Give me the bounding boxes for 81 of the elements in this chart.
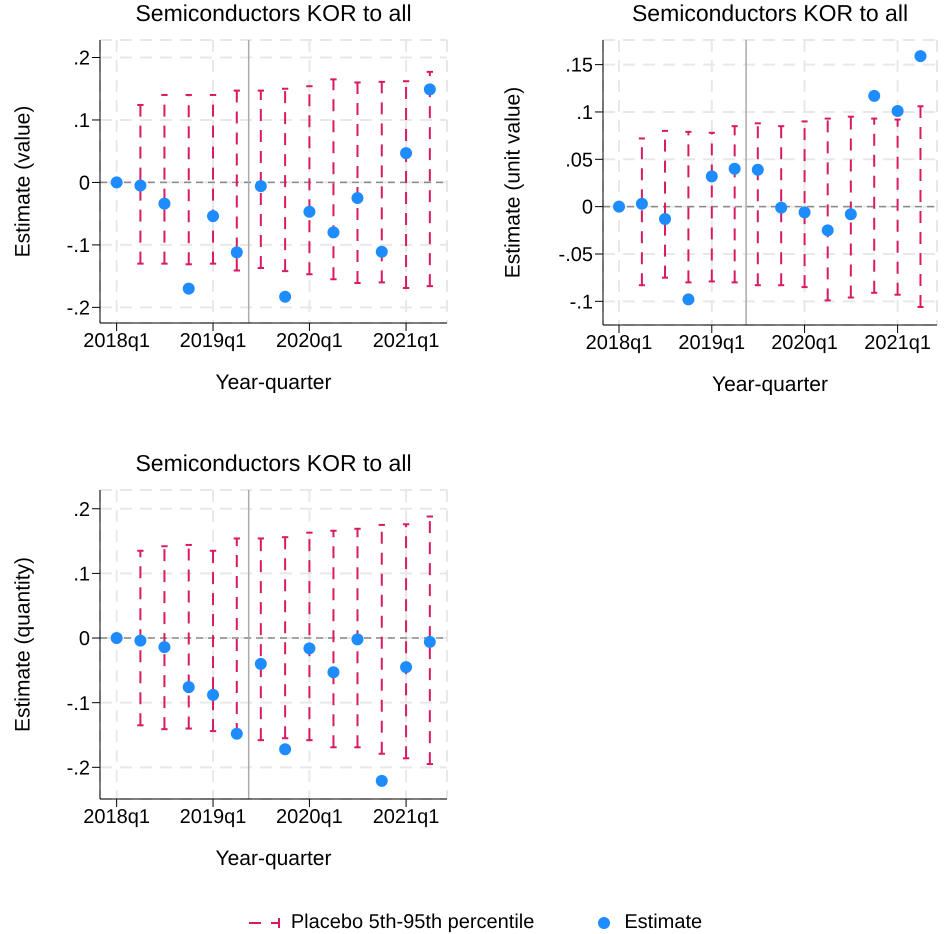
point (868, 90, 880, 102)
point (400, 661, 412, 674)
y-tick-label: 0 (78, 172, 90, 195)
point (303, 206, 316, 218)
y-tick-label: .05 (565, 149, 593, 172)
point (351, 192, 364, 204)
y-tick-label: 0 (582, 196, 593, 219)
point (182, 681, 195, 694)
x-tick-label: 2019q1 (678, 332, 746, 354)
x-tick-label: 2018q1 (83, 806, 150, 828)
x-axis-title: Year-quarter (216, 847, 332, 870)
x-tick-label: 2021q1 (372, 806, 440, 828)
y-tick-label: .15 (565, 54, 593, 77)
point (351, 633, 364, 646)
point (230, 728, 243, 740)
point (158, 641, 170, 654)
x-tick-label: 2019q1 (180, 330, 246, 352)
point (914, 50, 926, 62)
point (892, 105, 904, 118)
point (254, 180, 267, 192)
point (752, 164, 764, 176)
point (182, 282, 195, 295)
y-tick-label: -.2 (66, 297, 90, 320)
point (134, 180, 146, 192)
point (706, 170, 718, 182)
point (844, 208, 857, 220)
point (424, 636, 436, 648)
y-tick-label: -.1 (66, 235, 90, 258)
x-tick-label: 2019q1 (180, 806, 246, 828)
point (682, 293, 694, 306)
point (798, 206, 811, 218)
point (110, 632, 123, 644)
point (613, 200, 626, 213)
x-tick-label: 2021q1 (372, 330, 440, 352)
x-axis-title: Year-quarter (216, 371, 332, 394)
x-tick-label: 2018q1 (83, 330, 150, 352)
x-tick-label: 2021q1 (864, 332, 931, 354)
point (327, 666, 340, 678)
y-tick-label: .2 (73, 48, 90, 70)
y-tick-label: .1 (576, 102, 593, 124)
point (254, 658, 267, 670)
text: Placebo 5th-95th percentile (290, 911, 534, 934)
point (303, 642, 316, 654)
point (230, 246, 243, 258)
y-tick-label: .1 (73, 110, 90, 132)
point (822, 224, 834, 236)
y-tick-label: -.05 (558, 244, 593, 266)
y-tick-label: .2 (73, 498, 90, 521)
point (207, 688, 220, 701)
legend-label: Estimate (624, 911, 702, 934)
chart-title: Semiconductors KOR to all (630, 0, 910, 27)
point (775, 202, 788, 214)
x-tick-label: 2018q1 (586, 332, 652, 354)
y-tick-label: .1 (73, 563, 90, 586)
x-tick-label: 2020q1 (276, 806, 343, 828)
y-axis-title: Estimate (value) (11, 106, 34, 258)
point (158, 198, 170, 210)
y-axis-title: Estimate (unit value) (501, 86, 524, 278)
point (400, 147, 412, 160)
point (279, 290, 292, 303)
point (327, 226, 340, 238)
point (659, 212, 672, 225)
x-tick-label: 2020q1 (276, 330, 343, 352)
point (424, 83, 436, 96)
point (134, 634, 146, 647)
x-tick-label: 2020q1 (771, 332, 838, 354)
x-axis-title: Year-quarter (712, 373, 828, 396)
chart-title: Semiconductors KOR to all (134, 450, 413, 477)
y-tick-label: 0 (78, 628, 90, 650)
y-tick-label: -.1 (66, 692, 90, 715)
y-tick-label: -.2 (66, 757, 90, 780)
point (376, 774, 388, 787)
point (279, 743, 292, 756)
point (636, 198, 648, 210)
y-tick-label: -.1 (570, 291, 593, 314)
point (207, 210, 220, 222)
y-axis-title: Estimate (quantity) (11, 556, 34, 732)
point (110, 176, 123, 188)
chart-title: Semiconductors KOR to all (134, 0, 413, 27)
point (728, 162, 741, 175)
point (376, 246, 388, 258)
